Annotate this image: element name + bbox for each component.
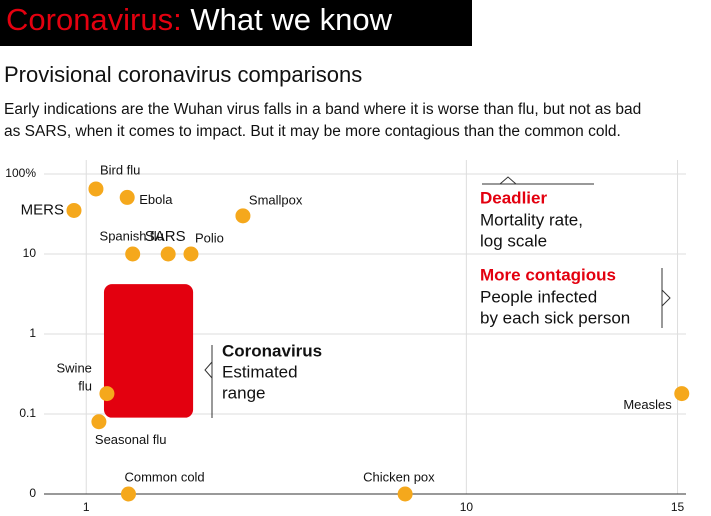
y-tick-label: 0.1: [19, 406, 36, 420]
point-label: Polio: [195, 230, 224, 245]
point: [120, 486, 136, 502]
note-title: More contagious: [480, 265, 616, 284]
point: [125, 246, 141, 262]
range-text: Estimated: [222, 362, 298, 381]
x-tick-label: 15: [671, 500, 685, 514]
point-label: Measles: [623, 397, 672, 412]
note-marker: [661, 268, 671, 328]
chart-title: Provisional coronavirus comparisons: [4, 62, 362, 87]
y-tick-label: 1: [29, 326, 36, 340]
point: [88, 181, 104, 197]
x-tick-label: 1: [83, 500, 90, 514]
point-label: Spanish flu: [100, 228, 164, 243]
note-text: Mortality rate,: [480, 210, 583, 229]
note-marker: [482, 176, 594, 185]
point: [160, 246, 176, 262]
y-tick-label: 0: [29, 486, 36, 500]
kicker: Coronavirus:: [6, 2, 182, 37]
x-tick-label: 10: [460, 500, 474, 514]
y-tick-label: 100%: [5, 166, 36, 180]
range-title: Coronavirus: [222, 341, 322, 360]
point: [99, 386, 115, 402]
plot: 100% 10 1 0.1 0 1 10 15 Bird flu Ebola MERS Smallpo…: [5, 160, 690, 514]
point-label: Swine flu: [57, 361, 92, 394]
point-label: Ebola: [139, 192, 173, 207]
point: [397, 486, 413, 502]
header: Coronavirus: What we know: [6, 2, 393, 37]
point-label: Common cold: [124, 469, 204, 484]
range-box: [103, 284, 194, 418]
point: [119, 189, 135, 205]
point-label: Seasonal flu: [95, 432, 167, 447]
range-text: range: [222, 383, 265, 402]
subtitle: as SARS, when it comes to impact. But it…: [4, 123, 621, 140]
point: [235, 208, 251, 224]
y-tick-label: 10: [23, 246, 37, 260]
note-title: Deadlier: [480, 188, 547, 207]
point-label: Bird flu: [100, 162, 140, 177]
header-bar: [0, 0, 472, 46]
range-marker: [204, 345, 213, 418]
point-label: SARS: [145, 228, 186, 245]
point-label: MERS: [21, 201, 64, 218]
point-label: Smallpox: [249, 192, 303, 207]
header-title: What we know: [190, 2, 392, 37]
note-text: log scale: [480, 231, 547, 250]
point-label: Chicken pox: [363, 469, 435, 484]
note-text: by each sick person: [480, 308, 630, 327]
point: [674, 386, 690, 402]
note-text: People infected: [480, 287, 597, 306]
subtitle: Early indications are the Wuhan virus fa…: [4, 101, 641, 118]
point: [91, 414, 107, 430]
point: [183, 246, 199, 262]
point: [66, 202, 82, 218]
